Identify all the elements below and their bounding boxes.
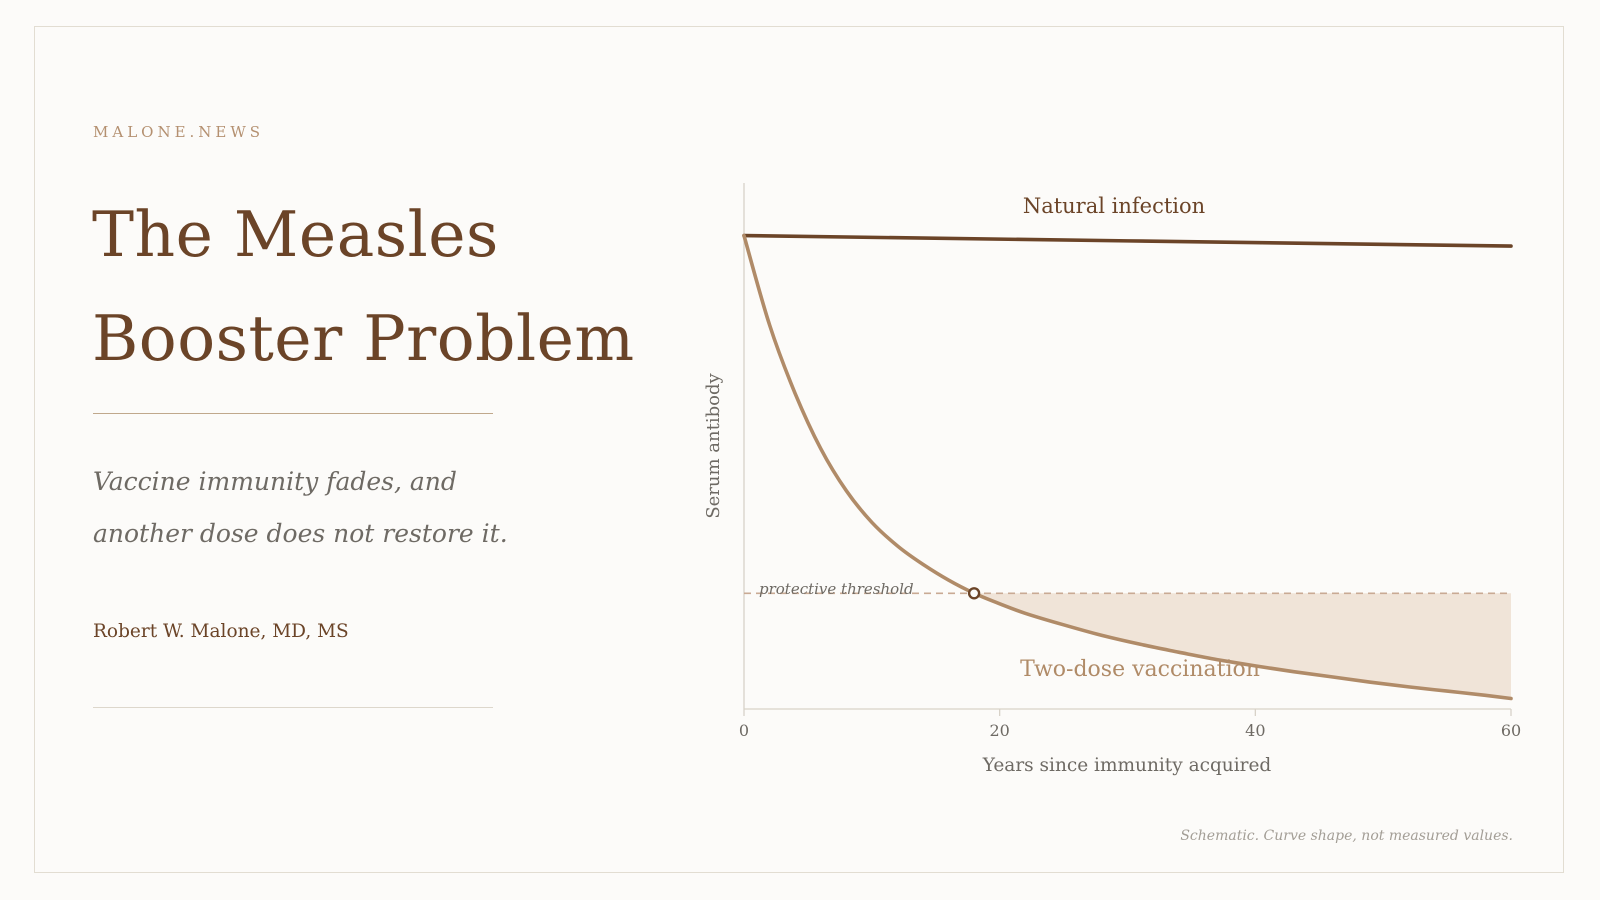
- natural-infection-line: [742, 233, 1513, 248]
- x-tick-label: 0: [739, 721, 749, 740]
- x-tick-label: 20: [989, 721, 1009, 740]
- x-axis-label: Years since immunity acquired: [982, 755, 1272, 776]
- series-lines-layer: [742, 233, 1513, 701]
- series-label-vaccination: Two-dose vaccination: [1020, 657, 1260, 682]
- threshold-label: protective threshold: [759, 580, 914, 598]
- immunity-gap-area: [974, 593, 1511, 699]
- schematic-footnote: Schematic. Curve shape, not measured val…: [1180, 828, 1513, 844]
- subtitle-line-2: another dose does not restore it.: [93, 519, 508, 548]
- vaccination-line: [742, 233, 1513, 701]
- subtitle: Vaccine immunity fades, and another dose…: [93, 456, 533, 560]
- threshold-crossing-marker: [967, 587, 981, 600]
- subtitle-line-1: Vaccine immunity fades, and: [93, 467, 457, 496]
- chart-fill-layer: [974, 593, 1511, 699]
- title-divider: [93, 413, 493, 414]
- x-ticks-layer: 0 20 40 60: [739, 709, 1521, 740]
- title-line-2: Booster Problem: [92, 302, 635, 375]
- title-line-1: The Measles: [92, 198, 499, 271]
- bottom-divider: [93, 707, 493, 708]
- author-byline: Robert W. Malone, MD, MS: [93, 621, 349, 642]
- page-title: The Measles Booster Problem: [92, 183, 692, 391]
- series-label-natural: Natural infection: [1023, 194, 1205, 218]
- card-frame: [34, 26, 1564, 873]
- y-axis-label: Serum antibody: [703, 373, 724, 519]
- x-tick-label: 40: [1245, 721, 1265, 740]
- brand-label: MALONE.NEWS: [93, 123, 265, 141]
- x-tick-label: 60: [1501, 721, 1521, 740]
